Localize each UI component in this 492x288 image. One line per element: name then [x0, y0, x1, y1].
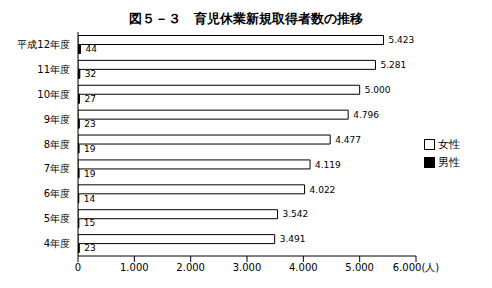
html-text:図５－３ 育児休業新規取得者数の推移: 図５－３ 育児休業新規取得者数の推移 — [129, 11, 363, 26]
html-text:男性: 男性 — [438, 156, 460, 169]
svg-text:27: 27 — [85, 94, 96, 104]
svg-text:5.000: 5.000 — [365, 85, 391, 95]
svg-text:9年度: 9年度 — [44, 114, 70, 125]
svg-text:6.000(人): 6.000(人) — [393, 262, 440, 273]
svg-text:4.000: 4.000 — [289, 262, 318, 273]
svg-text:19: 19 — [84, 144, 96, 154]
svg-text:5.000: 5.000 — [345, 262, 374, 273]
svg-text:23: 23 — [84, 119, 95, 129]
svg-text:5.281: 5.281 — [380, 60, 406, 70]
svg-text:3.000: 3.000 — [233, 262, 262, 273]
svg-text:4.022: 4.022 — [310, 185, 336, 195]
svg-text:11年度: 11年度 — [37, 64, 70, 75]
svg-text:32: 32 — [85, 69, 96, 79]
svg-text:15: 15 — [84, 218, 95, 228]
svg-text:6年度: 6年度 — [44, 188, 70, 199]
svg-text:3.542: 3.542 — [283, 209, 309, 219]
svg-text:4.477: 4.477 — [335, 135, 361, 145]
svg-text:19: 19 — [84, 169, 96, 179]
html-text:女性: 女性 — [438, 138, 460, 151]
svg-text:0: 0 — [75, 262, 81, 273]
svg-text:23: 23 — [84, 243, 95, 253]
svg-text:4.796: 4.796 — [353, 110, 379, 120]
svg-text:2.000: 2.000 — [176, 262, 205, 273]
svg-text:14: 14 — [84, 194, 96, 204]
svg-text:7年度: 7年度 — [44, 163, 70, 174]
svg-text:5.423: 5.423 — [388, 35, 414, 45]
svg-text:1.000: 1.000 — [120, 262, 149, 273]
svg-text:3.491: 3.491 — [280, 234, 306, 244]
svg-text:10年度: 10年度 — [37, 89, 70, 100]
svg-text:平成12年度: 平成12年度 — [17, 39, 70, 50]
svg-text:5年度: 5年度 — [44, 213, 70, 224]
svg-text:8年度: 8年度 — [44, 139, 70, 150]
svg-text:4年度: 4年度 — [44, 238, 70, 249]
svg-text:4.119: 4.119 — [315, 160, 341, 170]
svg-text:44: 44 — [85, 44, 97, 54]
